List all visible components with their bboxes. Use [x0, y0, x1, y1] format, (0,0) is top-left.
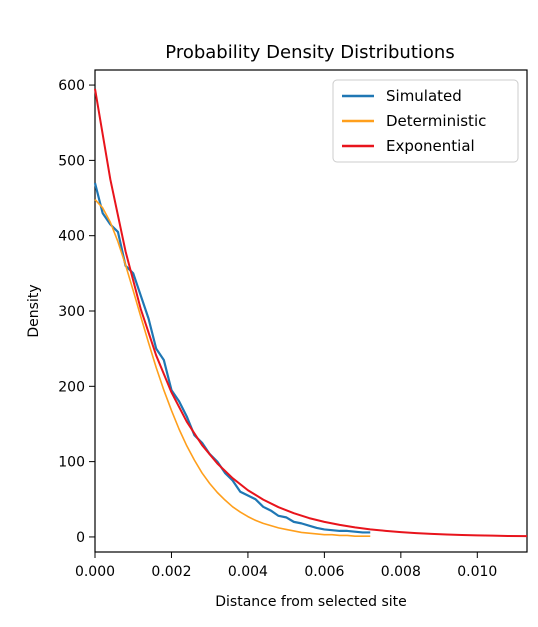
legend-box: [332, 79, 519, 163]
y-tick-label: 400: [58, 229, 85, 245]
legend: Simulated Deterministic Exponential: [332, 79, 519, 163]
chart-title: Probability Density Distributions: [165, 42, 454, 63]
y-axis-label: Density: [26, 284, 42, 337]
legend-label-simulated: Simulated: [386, 87, 462, 105]
x-tick-label: 0.006: [304, 564, 344, 580]
x-tick-label: 0.002: [151, 564, 191, 580]
y-tick-label: 200: [58, 379, 85, 395]
x-tick-label: 0.004: [228, 564, 268, 580]
series-lines: [93, 88, 528, 538]
series-line-deterministic: [94, 198, 371, 537]
series-line-exponential: [94, 88, 528, 538]
y-tick-label: 600: [58, 78, 85, 94]
x-tick-label: 0.008: [381, 564, 421, 580]
x-tick-label: 0.000: [75, 564, 115, 580]
series-line-simulated: [93, 182, 371, 534]
legend-label-deterministic: Deterministic: [386, 112, 486, 130]
x-tick-label: 0.010: [457, 564, 497, 580]
y-tick-label: 500: [58, 153, 85, 169]
y-tick-label: 300: [58, 304, 85, 320]
x-axis-label: Distance from selected site: [215, 594, 407, 610]
y-tick-label: 0: [76, 530, 85, 546]
x-axis: 0.000 0.002 0.004 0.006 0.008 0.010: [75, 552, 497, 580]
y-tick-label: 100: [58, 455, 85, 471]
y-axis: 0 100 200 300 400 500 600: [58, 78, 95, 546]
legend-label-exponential: Exponential: [386, 137, 475, 155]
